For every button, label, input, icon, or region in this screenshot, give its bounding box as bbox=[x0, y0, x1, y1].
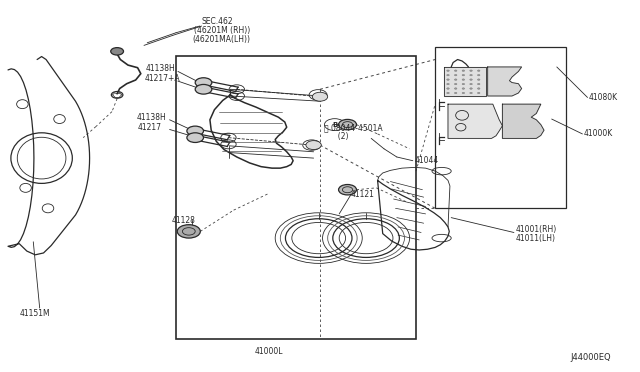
Circle shape bbox=[477, 79, 480, 80]
Bar bbox=[176, 56, 416, 339]
Text: 41121: 41121 bbox=[351, 190, 374, 199]
Circle shape bbox=[177, 225, 200, 238]
Text: 41217+A: 41217+A bbox=[145, 74, 180, 83]
Text: B: B bbox=[332, 122, 337, 128]
Circle shape bbox=[454, 92, 457, 94]
Circle shape bbox=[470, 74, 472, 76]
Circle shape bbox=[195, 78, 212, 87]
Text: 41080K: 41080K bbox=[589, 93, 618, 102]
Text: 41000L: 41000L bbox=[255, 347, 283, 356]
Circle shape bbox=[454, 83, 457, 85]
Circle shape bbox=[447, 74, 449, 76]
Circle shape bbox=[454, 70, 457, 71]
Polygon shape bbox=[488, 67, 522, 96]
Text: 41044: 41044 bbox=[415, 156, 439, 165]
Circle shape bbox=[447, 70, 449, 71]
Circle shape bbox=[477, 74, 480, 76]
Circle shape bbox=[312, 92, 328, 101]
Circle shape bbox=[306, 141, 321, 150]
Circle shape bbox=[187, 133, 204, 142]
Text: Ⓑ 08044-4501A: Ⓑ 08044-4501A bbox=[324, 124, 383, 133]
Text: 41151M: 41151M bbox=[19, 309, 50, 318]
Circle shape bbox=[462, 92, 465, 94]
Circle shape bbox=[470, 88, 472, 89]
Circle shape bbox=[477, 83, 480, 85]
Circle shape bbox=[447, 92, 449, 94]
Circle shape bbox=[454, 74, 457, 76]
Text: 41000K: 41000K bbox=[584, 129, 613, 138]
Polygon shape bbox=[502, 104, 544, 138]
Bar bbox=[435, 46, 566, 208]
Text: SEC.462: SEC.462 bbox=[202, 17, 233, 26]
Circle shape bbox=[447, 88, 449, 89]
Text: (46201M (RH)): (46201M (RH)) bbox=[194, 26, 250, 35]
Circle shape bbox=[462, 70, 465, 71]
Circle shape bbox=[470, 70, 472, 71]
Text: 41128: 41128 bbox=[172, 216, 195, 225]
Circle shape bbox=[462, 79, 465, 80]
Circle shape bbox=[462, 88, 465, 89]
Circle shape bbox=[470, 79, 472, 80]
Text: 41138H: 41138H bbox=[146, 64, 175, 73]
Polygon shape bbox=[448, 104, 502, 138]
Circle shape bbox=[454, 79, 457, 80]
Circle shape bbox=[111, 48, 124, 55]
Circle shape bbox=[339, 119, 356, 130]
Circle shape bbox=[470, 83, 472, 85]
Circle shape bbox=[470, 92, 472, 94]
Text: (46201MA(LH)): (46201MA(LH)) bbox=[192, 35, 250, 44]
Circle shape bbox=[462, 83, 465, 85]
Text: 41011(LH): 41011(LH) bbox=[516, 234, 556, 243]
Text: 41001(RH): 41001(RH) bbox=[516, 225, 557, 234]
Circle shape bbox=[195, 84, 212, 94]
Circle shape bbox=[454, 88, 457, 89]
Text: 41138H: 41138H bbox=[137, 113, 166, 122]
Circle shape bbox=[447, 83, 449, 85]
Circle shape bbox=[462, 74, 465, 76]
Circle shape bbox=[447, 79, 449, 80]
Polygon shape bbox=[444, 67, 486, 96]
Circle shape bbox=[477, 88, 480, 89]
Circle shape bbox=[187, 126, 204, 136]
Circle shape bbox=[339, 185, 356, 195]
Circle shape bbox=[477, 92, 480, 94]
Text: (2): (2) bbox=[333, 132, 348, 141]
Text: J44000EQ: J44000EQ bbox=[571, 353, 611, 362]
Circle shape bbox=[477, 70, 480, 71]
Text: 41217: 41217 bbox=[138, 123, 161, 132]
